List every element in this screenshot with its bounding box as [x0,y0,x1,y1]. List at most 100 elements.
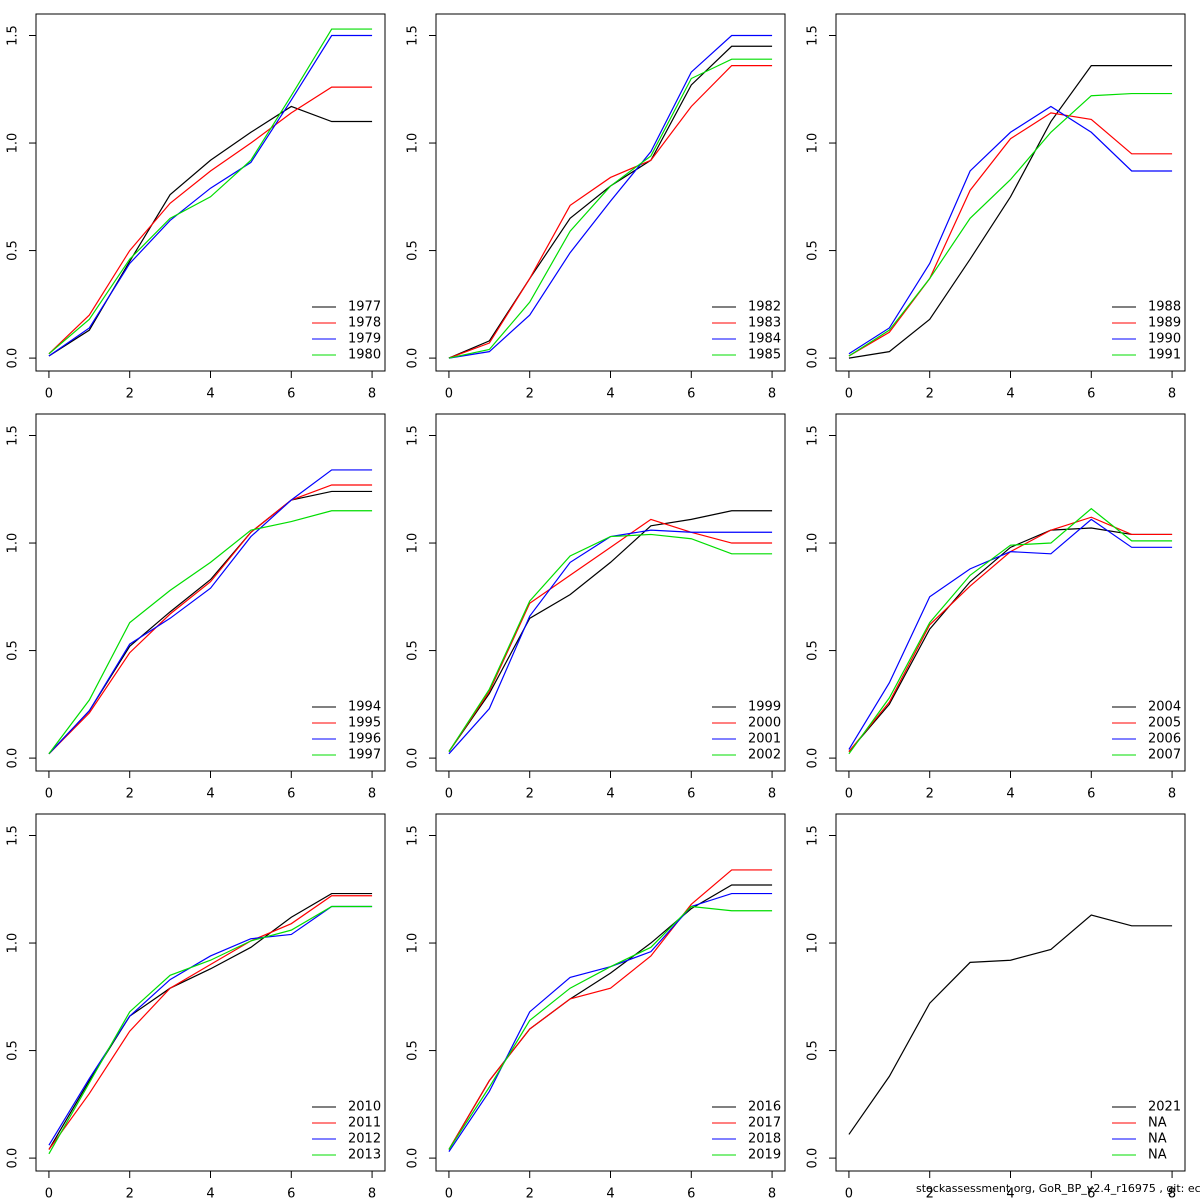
y-tick-label: 0.0 [6,348,21,369]
legend-label: 2010 [348,1100,381,1115]
y-tick-label: 0.5 [806,240,821,261]
y-tick-label: 1.0 [406,533,421,554]
legend-label: 1983 [748,316,781,331]
x-tick-label: 2 [926,1187,934,1200]
legend-label: 1994 [348,700,381,715]
legend-label: 1988 [1148,300,1181,315]
x-tick-label: 0 [445,387,453,402]
y-tick-label: 0.0 [406,348,421,369]
x-tick-label: 6 [687,787,695,802]
series-line [448,45,773,359]
series-line [848,112,1173,357]
x-tick-label: 2 [526,1187,534,1200]
legend-label: 2019 [748,1148,781,1163]
y-tick-label: 0.5 [806,1040,821,1061]
legend-label: 1980 [348,348,381,363]
legend-label: 1982 [748,300,781,315]
y-tick-label: 0.0 [806,348,821,369]
y-tick-label: 1.0 [406,933,421,954]
legend-label: 1979 [348,332,381,347]
series-line [48,905,373,1146]
x-tick-label: 4 [606,1187,614,1200]
plot-frame [835,13,1186,372]
plot-frame [835,813,1186,1172]
series-line [48,905,373,1155]
x-tick-label: 0 [845,787,853,802]
x-tick-label: 6 [287,787,295,802]
legend-label: 1996 [348,732,381,747]
series-line [48,484,373,755]
x-tick-label: 0 [845,1187,853,1200]
x-tick-label: 8 [768,387,776,402]
x-tick-label: 8 [768,787,776,802]
y-tick-label: 1.5 [406,825,421,846]
legend-label: 2006 [1148,732,1181,747]
x-tick-label: 8 [1168,787,1176,802]
legend-label: 2007 [1148,748,1181,763]
x-tick-label: 2 [526,787,534,802]
x-tick-label: 2 [926,387,934,402]
plot-frame [435,413,786,772]
series-line [448,518,773,752]
series-line [848,518,1173,750]
x-tick-label: 0 [445,787,453,802]
legend-label: 1999 [748,700,781,715]
series-line [48,86,373,355]
y-tick-label: 1.0 [406,133,421,154]
x-tick-label: 0 [45,1187,53,1200]
plot-frame [435,813,786,1172]
x-tick-label: 8 [368,787,376,802]
legend-label: NA [1148,1148,1167,1163]
y-tick-label: 1.5 [6,825,21,846]
plot-frame [35,413,386,772]
x-tick-label: 6 [287,1187,295,1200]
x-tick-label: 4 [1006,1187,1014,1200]
y-tick-label: 0.0 [6,1148,21,1169]
legend-label: NA [1148,1132,1167,1147]
plot-frame [435,13,786,372]
y-tick-label: 0.5 [6,640,21,661]
y-tick-label: 1.5 [406,425,421,446]
x-tick-label: 4 [1006,787,1014,802]
x-tick-label: 4 [606,387,614,402]
series-line [448,510,773,752]
legend-label: 2013 [348,1148,381,1163]
legend-label: 2004 [1148,700,1181,715]
y-tick-label: 1.5 [6,25,21,46]
series-line [448,58,773,359]
series-line [48,28,373,355]
legend-label: 1984 [748,332,781,347]
x-tick-label: 4 [606,787,614,802]
series-line [848,507,1173,755]
legend-label: 2000 [748,716,781,731]
legend-label: 2018 [748,1132,781,1147]
series-line [448,869,773,1150]
legend-label: 2017 [748,1116,781,1131]
x-tick-label: 0 [845,387,853,402]
footer: stockassessment.org, GoR_BP_v2.4_r16975 … [916,1182,1200,1195]
x-tick-label: 4 [206,787,214,802]
x-tick-label: 8 [368,1187,376,1200]
y-tick-label: 1.5 [806,425,821,446]
series-line [848,914,1173,1135]
y-tick-label: 0.0 [806,1148,821,1169]
series-line [848,92,1173,357]
y-tick-label: 1.0 [6,133,21,154]
y-tick-label: 0.5 [806,640,821,661]
series-line [848,65,1173,359]
legend-label: 2021 [1148,1100,1181,1115]
series-line [448,34,773,359]
legend-label: 1995 [348,716,381,731]
series-line [848,516,1173,753]
x-tick-label: 0 [45,387,53,402]
y-tick-label: 1.5 [806,825,821,846]
series-line [448,892,773,1152]
legend-label: 1997 [348,748,381,763]
legend-label: NA [1148,1116,1167,1131]
x-tick-label: 0 [445,1187,453,1200]
legend-label: 1978 [348,316,381,331]
x-tick-label: 6 [1087,787,1095,802]
series-line [448,884,773,1150]
legend-label: 2012 [348,1132,381,1147]
y-tick-label: 1.0 [6,933,21,954]
